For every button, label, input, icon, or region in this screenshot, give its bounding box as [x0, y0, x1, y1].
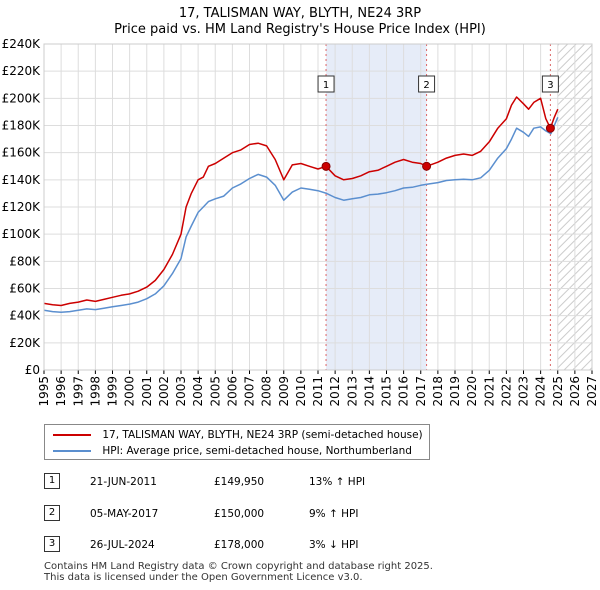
y-tick-label: £20K — [9, 336, 41, 350]
sale-price: £178,000 — [214, 539, 265, 551]
sale-label: 2 — [423, 80, 429, 91]
y-tick-label: £120K — [2, 200, 42, 214]
x-tick-label: 2022 — [499, 376, 513, 407]
series-group — [44, 96, 559, 314]
x-tick-label: 2002 — [157, 376, 171, 407]
sale-label: 3 — [547, 80, 553, 91]
y-tick-label: £220K — [2, 64, 42, 78]
sale-price: £149,950 — [214, 476, 265, 488]
y-tick-label: £240K — [2, 37, 42, 51]
hpi-line — [44, 117, 559, 314]
sale-hpi-diff: 3% ↓ HPI — [309, 539, 359, 551]
y-tick-label: £80K — [9, 254, 41, 268]
sale-date: 26-JUL-2024 — [90, 539, 155, 551]
footer: Contains HM Land Registry data © Crown c… — [44, 561, 433, 583]
x-tick-label: 2025 — [551, 376, 565, 407]
x-tick-label: 2000 — [123, 376, 137, 407]
sale-date: 21-JUN-2011 — [90, 476, 157, 488]
sale-hpi-diff: 13% ↑ HPI — [309, 476, 366, 488]
x-tick-label: 2013 — [345, 376, 359, 407]
x-tick-label: 1999 — [106, 376, 120, 407]
x-tick-label: 2018 — [431, 376, 445, 407]
legend-property-swatch — [53, 434, 91, 436]
y-tick-label: £60K — [9, 282, 41, 296]
x-tick-label: 2006 — [225, 376, 239, 407]
chart-title: 17, TALISMAN WAY, BLYTH, NE24 3RP Price … — [0, 6, 600, 38]
sale-hpi-diff: 9% ↑ HPI — [309, 508, 359, 520]
legend-property-label: 17, TALISMAN WAY, BLYTH, NE24 3RP (semi-… — [102, 429, 423, 441]
sale-point — [321, 161, 331, 171]
legend-hpi-swatch — [53, 450, 91, 452]
x-tick-label: 1997 — [71, 376, 85, 407]
y-tick-label: £160K — [2, 146, 42, 160]
x-tick-label: 2027 — [585, 376, 599, 407]
x-tick-label: 1995 — [37, 376, 51, 407]
sale-row: 2 05-MAY-2017 £150,000 9% ↑ HPI — [44, 504, 564, 524]
y-tick-label: £180K — [2, 119, 42, 133]
sale-marker-box: 1 — [44, 473, 60, 489]
sale-marker-box: 3 — [44, 536, 60, 552]
y-tick-label: £0 — [25, 363, 40, 377]
x-tick-label: 2026 — [568, 376, 582, 407]
footer-line2: This data is licensed under the Open Gov… — [44, 572, 363, 583]
plot-frame — [43, 43, 593, 371]
x-tick-label: 2014 — [362, 376, 376, 407]
x-tick-label: 2001 — [140, 376, 154, 407]
chart-title-line1: 17, TALISMAN WAY, BLYTH, NE24 3RP — [178, 6, 422, 21]
sale-point — [545, 123, 555, 133]
x-tick-label: 2008 — [260, 376, 274, 407]
x-tick-label: 2019 — [448, 376, 462, 407]
x-tick-label: 2003 — [174, 376, 188, 407]
y-tick-label: £200K — [2, 91, 42, 105]
x-tick-label: 2009 — [277, 376, 291, 407]
footer-line1: Contains HM Land Registry data © Crown c… — [44, 561, 433, 572]
x-tick-label: 2023 — [517, 376, 531, 407]
sale-date: 05-MAY-2017 — [90, 508, 159, 520]
sale-label-box — [317, 75, 335, 93]
legend: 17, TALISMAN WAY, BLYTH, NE24 3RP (semi-… — [44, 424, 430, 460]
sale-marker-box: 2 — [44, 505, 60, 521]
x-tick-label: 2016 — [397, 376, 411, 407]
legend-hpi-label: HPI: Average price, semi-detached house,… — [102, 445, 412, 457]
x-tick-label: 2010 — [294, 376, 308, 407]
x-tick-label: 2024 — [534, 376, 548, 407]
x-tick-label: 2017 — [414, 376, 428, 407]
y-tick-label: £100K — [2, 227, 42, 241]
sale-price: £150,000 — [214, 508, 265, 520]
sale-label-box — [541, 75, 559, 93]
sale-row: 1 21-JUN-2011 £149,950 13% ↑ HPI — [44, 472, 564, 492]
x-tick-label: 2004 — [191, 376, 205, 407]
x-tick-label: 2007 — [243, 376, 257, 407]
property-price-line — [44, 96, 559, 307]
sale-row: 3 26-JUL-2024 £178,000 3% ↓ HPI — [44, 535, 564, 555]
chart-title-line2: Price paid vs. HM Land Registry's House … — [114, 22, 486, 37]
x-tick-label: 2011 — [311, 376, 325, 407]
x-tick-label: 2012 — [328, 376, 342, 407]
x-tick-label: 2020 — [465, 376, 479, 407]
legend-item-property: 17, TALISMAN WAY, BLYTH, NE24 3RP (semi-… — [53, 427, 423, 443]
sale-label: 1 — [323, 80, 329, 91]
y-tick-label: £140K — [2, 173, 42, 187]
price-chart: £0 £20K £40K £60K £80K £100K £120K £140K £160K £1… — [2, 37, 599, 407]
sale-point — [422, 161, 432, 171]
legend-item-hpi: HPI: Average price, semi-detached house,… — [53, 443, 412, 459]
x-tick-label: 2021 — [482, 376, 496, 407]
y-tick-label: £40K — [9, 309, 41, 323]
sale-label-box — [418, 75, 436, 93]
x-tick-label: 2005 — [208, 376, 222, 407]
x-tick-label: 1996 — [54, 376, 68, 407]
x-tick-label: 2015 — [380, 376, 394, 407]
x-tick-label: 1998 — [88, 376, 102, 407]
